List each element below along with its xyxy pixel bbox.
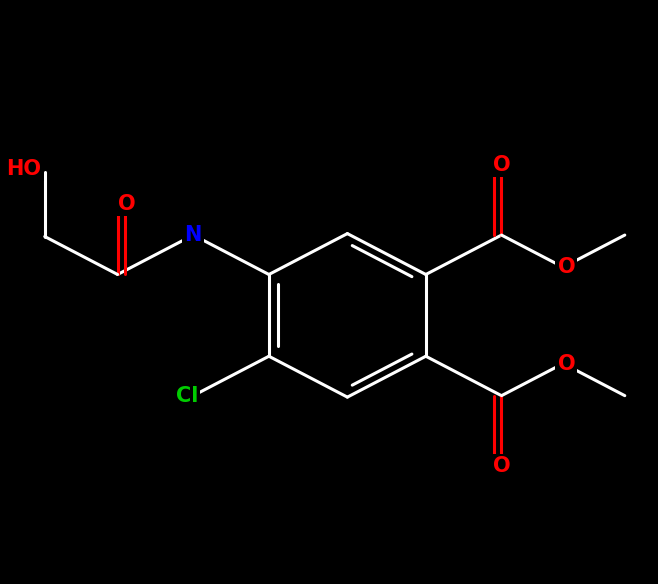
Text: HO: HO xyxy=(7,159,41,179)
Text: O: O xyxy=(493,155,511,175)
Text: O: O xyxy=(493,456,511,476)
Text: O: O xyxy=(557,353,575,374)
Text: N: N xyxy=(184,225,202,245)
Text: Cl: Cl xyxy=(176,385,198,406)
Text: O: O xyxy=(118,194,136,214)
Text: O: O xyxy=(557,257,575,277)
